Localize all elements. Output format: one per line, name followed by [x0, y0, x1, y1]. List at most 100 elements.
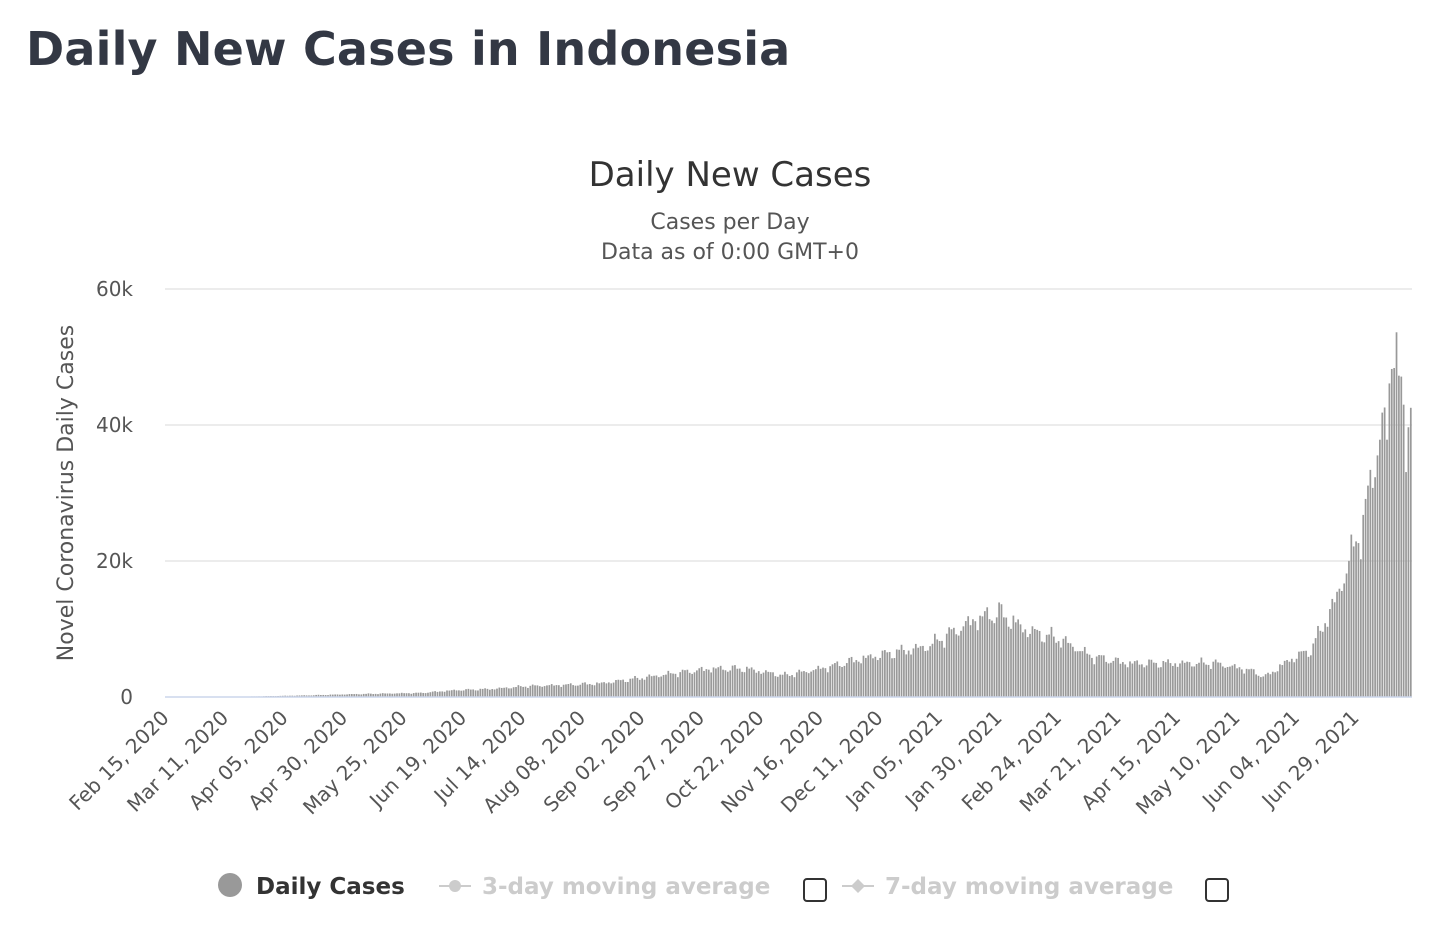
bar [793, 677, 796, 697]
bar [1007, 626, 1010, 697]
bar [424, 693, 427, 697]
bar [1000, 604, 1003, 697]
bar [1157, 667, 1160, 697]
bar [1136, 660, 1138, 697]
bar [1033, 628, 1036, 697]
bar [988, 619, 991, 697]
legend-label-3-day-moving-average: 3-day moving average [482, 874, 770, 900]
checkbox-icon[interactable] [1205, 878, 1229, 902]
bar [848, 657, 851, 697]
bar [867, 655, 870, 697]
bar [1107, 663, 1110, 697]
bar [1091, 657, 1093, 697]
bar [1193, 666, 1196, 697]
bar [810, 671, 812, 697]
bar [891, 658, 893, 697]
bar [398, 693, 401, 697]
bar [415, 692, 417, 697]
bar [1329, 609, 1331, 697]
bar [734, 665, 736, 697]
bar [698, 668, 701, 697]
bar [1288, 661, 1291, 697]
bar [1238, 667, 1241, 697]
bar [343, 694, 346, 697]
legend-label-7-day-moving-average: 7-day moving average [885, 874, 1173, 900]
bar [1240, 669, 1243, 697]
bar [1252, 669, 1255, 697]
bar [627, 682, 629, 697]
legend-item-daily-cases[interactable]: Daily Cases [218, 873, 405, 900]
bar [531, 684, 534, 697]
bar [991, 620, 993, 697]
bar [765, 670, 767, 697]
legend-item-7-day-moving-average[interactable]: 7-day moving average [842, 874, 1229, 902]
bar [1198, 662, 1200, 697]
bar [1038, 630, 1041, 697]
bar [1314, 638, 1317, 697]
bar [767, 671, 770, 697]
bar [722, 669, 724, 697]
bar [569, 683, 572, 697]
bar [339, 694, 341, 697]
checkbox-icon[interactable] [803, 878, 827, 902]
bar [491, 689, 494, 697]
bar [1188, 662, 1191, 697]
bar [588, 684, 591, 697]
bar [886, 652, 889, 697]
bar [998, 602, 1000, 697]
bar [1229, 666, 1231, 697]
bar [826, 672, 829, 697]
bar [1395, 332, 1398, 697]
bar [945, 633, 948, 697]
grid-lines [165, 288, 1412, 562]
bar [1233, 664, 1236, 697]
bar [838, 666, 841, 697]
bar [748, 668, 751, 697]
bar [1390, 368, 1393, 697]
y-tick-label: 20k [96, 549, 133, 573]
x-tick-label: Nov 16, 2020 [716, 706, 828, 818]
chart-legend: Daily Cases 3-day moving average 7-day m… [218, 873, 1229, 902]
bar [550, 684, 553, 697]
bar [995, 617, 998, 697]
bar [634, 675, 636, 697]
bar [384, 693, 386, 697]
bar [558, 685, 560, 697]
page-title: Daily New Cases in Indonesia [26, 22, 791, 76]
bar [1231, 665, 1234, 697]
bar [815, 669, 817, 697]
bar [914, 643, 917, 697]
bar [1010, 628, 1012, 697]
bar [769, 672, 772, 697]
bar [981, 616, 984, 697]
bar [986, 607, 989, 697]
bar [493, 689, 496, 697]
bar [726, 671, 729, 697]
bar [1398, 375, 1400, 697]
bar [1064, 636, 1067, 697]
bar [1305, 650, 1307, 697]
x-tick-label: Dec 11, 2020 [776, 706, 888, 818]
bar [453, 689, 455, 697]
bar [1114, 657, 1117, 697]
bar [972, 619, 974, 697]
legend-item-3-day-moving-average[interactable]: 3-day moving average [439, 874, 827, 902]
bar [1024, 629, 1027, 697]
bar [1050, 626, 1053, 697]
bar [1079, 651, 1081, 697]
bar [953, 627, 955, 697]
bar [650, 676, 653, 697]
bar [657, 677, 660, 697]
bar [786, 674, 789, 697]
bar [774, 676, 777, 697]
y-tick-label: 60k [96, 277, 133, 301]
bar [922, 645, 924, 697]
bar [898, 649, 901, 697]
bar [669, 673, 672, 697]
bar [1371, 487, 1374, 697]
bar [924, 651, 927, 697]
bar [1003, 617, 1005, 697]
bar [822, 667, 824, 697]
